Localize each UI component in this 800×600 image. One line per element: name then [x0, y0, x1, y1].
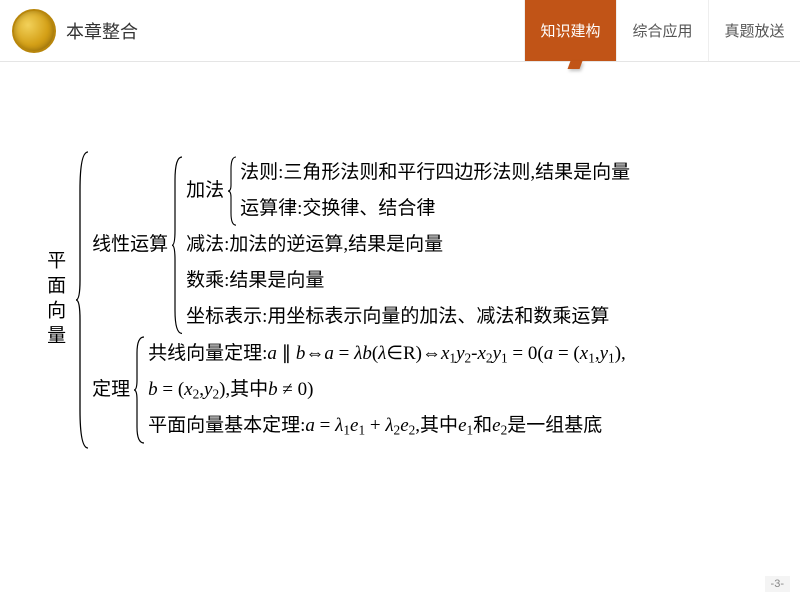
header-bar: 本章整合 知识建构 综合应用 真题放送 [0, 0, 800, 62]
page-number: -3- [765, 576, 790, 592]
root-label: 平面向量 [36, 250, 72, 350]
tab-application[interactable]: 综合应用 [616, 0, 708, 61]
branch-label-add: 加法 [186, 173, 224, 209]
logo-medal-icon [12, 9, 56, 53]
branch-label-theorem: 定理 [92, 372, 130, 408]
branch-label-linear: 线性运算 [92, 227, 168, 263]
brace-icon [76, 150, 90, 450]
outline-content: 平面向量 线性运算 加法 法则 [36, 150, 790, 450]
line-coord: 坐标表示:用坐标表示向量的加法、减法和数乘运算 [186, 299, 630, 335]
line-subtract: 减法:加法的逆运算,结果是向量 [186, 227, 630, 263]
line-add-law: 运算律:交换律、结合律 [240, 191, 630, 227]
logo-area: 本章整合 [0, 0, 138, 61]
brace-icon [228, 155, 238, 227]
line-basis: 平面向量基本定理:a = λ1e1 + λ2e2,其中e1和e2是一组基底 [148, 408, 626, 444]
line-collinear: 共线向量定理:a ∥ b⇔a = λb(λ∈R)⇔x1y2-x2y1 = 0(a… [148, 336, 626, 408]
line-scalar: 数乘:结果是向量 [186, 263, 630, 299]
brace-icon [134, 335, 146, 445]
tab-exam[interactable]: 真题放送 [708, 0, 800, 61]
brace-icon [172, 155, 184, 335]
line-add-rule: 法则:三角形法则和平行四边形法则,结果是向量 [240, 155, 630, 191]
page-title: 本章整合 [66, 18, 138, 44]
tab-knowledge[interactable]: 知识建构 [524, 0, 616, 61]
tab-bar: 知识建构 综合应用 真题放送 [524, 0, 800, 61]
